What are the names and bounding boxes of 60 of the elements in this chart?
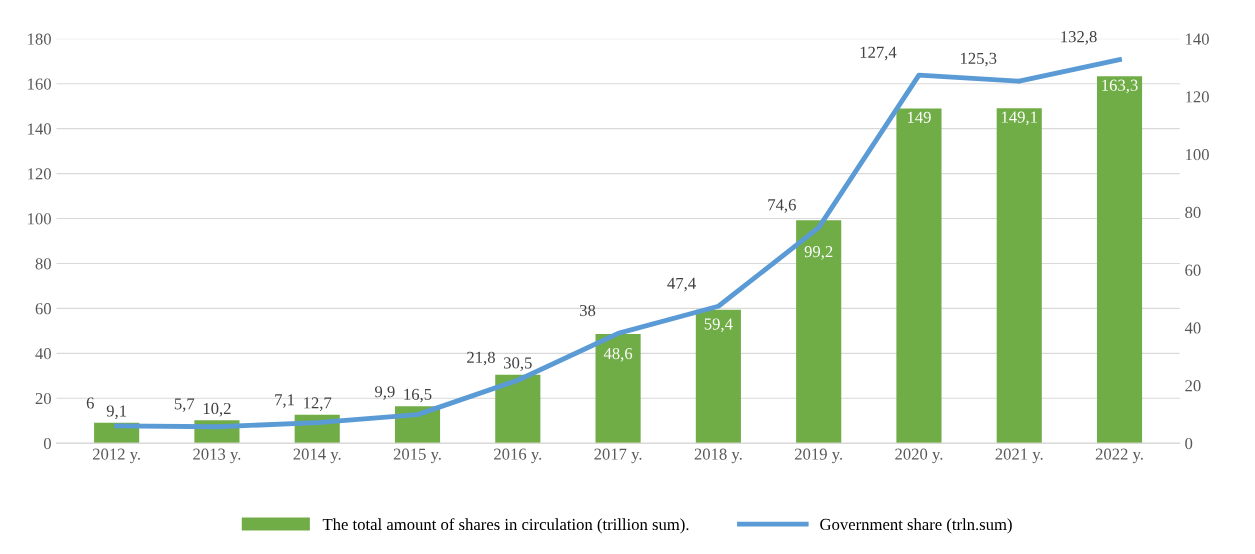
x-tick-label: 2017 y. <box>594 448 642 464</box>
y-tick-label: 20 <box>35 392 51 405</box>
y2-tick-label: 80 <box>1185 206 1201 219</box>
x-tick-label: 2019 y. <box>794 448 843 464</box>
y2-tick-label: 0 <box>1185 437 1193 450</box>
data-label: 149,1 <box>1001 111 1037 126</box>
y-tick-label: 80 <box>35 258 51 270</box>
y-tick-label: 180 <box>28 33 51 45</box>
x-tick-label: 2018 y. <box>694 448 742 464</box>
x-tick-label: 2012 y. <box>92 448 141 464</box>
data-label: 125,3 <box>960 52 997 67</box>
data-label: 127,4 <box>860 46 897 61</box>
bar <box>796 220 842 444</box>
data-label: 5,7 <box>174 398 195 412</box>
y-tick-label: 40 <box>35 348 51 360</box>
data-label: 10,2 <box>203 402 231 417</box>
y-tick-label: 140 <box>28 123 51 135</box>
y2-tick-label: 40 <box>1184 322 1201 334</box>
x-tick-label: 2020 y. <box>895 448 943 464</box>
data-label: 132,8 <box>1061 31 1097 45</box>
y2-tick-label: 120 <box>1186 91 1209 103</box>
y2-tick-label: 100 <box>1186 149 1209 161</box>
bar <box>896 108 942 444</box>
data-label: 99,2 <box>804 246 833 260</box>
y2-tick-label: 140 <box>1186 33 1209 45</box>
x-tick-label: 2015 y. <box>393 448 441 464</box>
x-tick-label: 2013 y. <box>193 448 241 464</box>
y2-tick-label: 60 <box>1185 264 1201 276</box>
x-tick-label: 2014 y. <box>293 448 341 464</box>
data-label: 38 <box>580 304 596 317</box>
legend-label: Government share (trln.sum) <box>820 518 1012 534</box>
data-label: 21,8 <box>467 351 495 366</box>
data-label: 16,5 <box>404 388 432 403</box>
y-tick-label: 100 <box>28 213 51 225</box>
y2-tick-label: 20 <box>1185 380 1201 392</box>
data-label: 30,5 <box>504 357 532 371</box>
data-label: 59,4 <box>704 318 733 333</box>
data-label: 163,3 <box>1102 79 1138 94</box>
data-label: 6 <box>86 397 94 409</box>
data-label: 9,9 <box>374 386 395 400</box>
data-label: 74,6 <box>768 199 796 213</box>
data-label: 9,1 <box>106 405 127 419</box>
bar <box>1096 76 1143 444</box>
x-tick-label: 2016 y. <box>494 448 542 464</box>
data-label: 47,4 <box>667 277 696 292</box>
data-label: 48,6 <box>603 347 633 362</box>
data-label: 149 <box>907 111 931 123</box>
bar <box>695 309 741 444</box>
y-tick-label: 0 <box>43 437 51 450</box>
y-tick-label: 160 <box>28 78 51 90</box>
data-label: 12,7 <box>304 397 332 411</box>
bar <box>996 108 1042 444</box>
legend-label: The total amount of shares in circulation (trillion sum). <box>322 518 689 534</box>
x-tick-label: 2022 y. <box>1095 448 1143 464</box>
x-tick-label: 2021 y. <box>995 448 1043 464</box>
y-tick-label: 120 <box>28 168 51 180</box>
y-tick-label: 60 <box>35 303 51 315</box>
data-label: 7,1 <box>275 394 294 408</box>
bar <box>495 374 541 444</box>
bar <box>595 334 641 444</box>
